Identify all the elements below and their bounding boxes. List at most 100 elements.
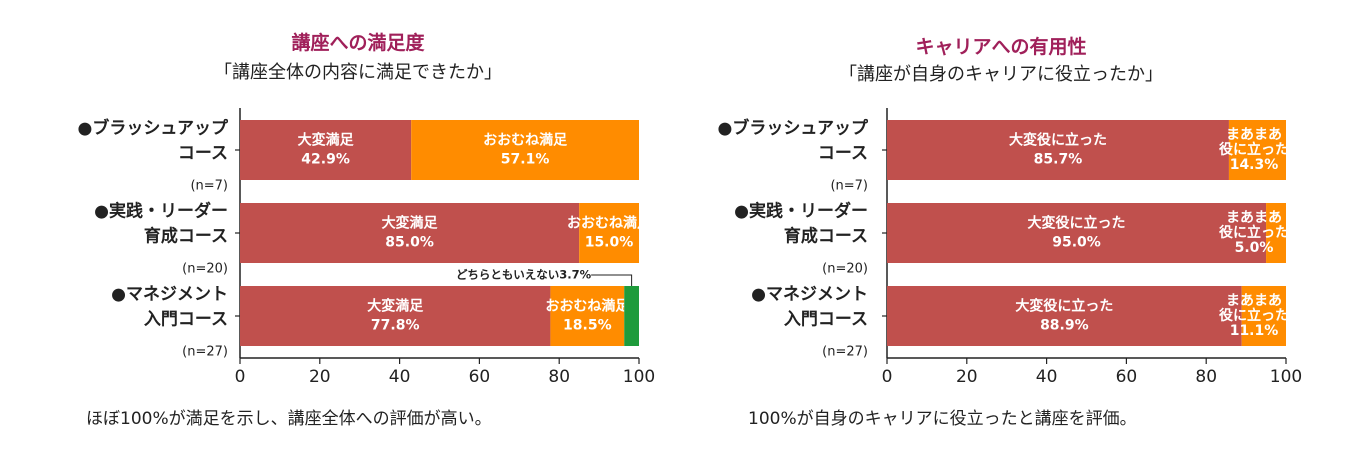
bar-data-label-line: 95.0% xyxy=(1052,235,1101,251)
category-label-line: ●実践・リーダー xyxy=(734,201,868,222)
bar-data-label: まあまあ役に立った 11.1% xyxy=(1219,293,1289,339)
category-label: ●マネジメント入門コース xyxy=(111,285,228,330)
bar-data-label-line: 85.0% xyxy=(385,235,434,251)
bar-data-label-line: おおむね満足 xyxy=(545,298,630,315)
bar-segment xyxy=(887,120,1229,180)
bar-data-label: 大変役に立った 85.7% xyxy=(1009,132,1107,168)
bar-data-label-line: 14.3% xyxy=(1230,157,1279,173)
bar-data-label-line: 57.1% xyxy=(501,152,550,168)
bar-segment xyxy=(1266,203,1286,263)
chart-subtitle: 「講座全体の内容に満足できたか」 xyxy=(214,62,502,83)
bar-data-label-line: 大変満足 xyxy=(382,215,439,232)
x-tick-label: 20 xyxy=(956,367,978,387)
bar-data-label-line: 42.9% xyxy=(301,152,350,168)
bar-data-label-line: 11.1% xyxy=(1230,323,1279,339)
category-n-label: (n=20) xyxy=(182,262,228,277)
bar-segment xyxy=(887,286,1242,346)
bar-segment xyxy=(579,203,639,263)
bar-data-label: 大変満足 77.8% xyxy=(367,298,424,334)
bar-data-label: おおむね満足 57.1% xyxy=(483,132,568,168)
bar-data-label: 大変満足 42.9% xyxy=(298,132,355,168)
bar-segment xyxy=(1228,120,1286,180)
chart-title: 講座への満足度 xyxy=(291,32,425,54)
x-tick-label: 80 xyxy=(1195,367,1217,387)
category-label-line: コース xyxy=(818,144,868,164)
category-label-line: 入門コース xyxy=(144,310,228,330)
bar-data-label-line: 85.7% xyxy=(1034,152,1083,168)
bar-data-label: 大変満足 85.0% xyxy=(382,215,439,251)
chart-caption: ほぼ100%が満足を示し、講座全体への評価が高い。 xyxy=(86,409,492,429)
bar-data-label-line: まあまあ xyxy=(1226,127,1282,143)
career-usefulness-chart: 0 20 40 60 80 100 ●ブラッシュアップコース (n=7) 大変役に立った 85.7… xyxy=(718,108,1302,387)
x-tick-label: 0 xyxy=(882,367,893,387)
x-tick-label: 0 xyxy=(235,367,246,387)
category-n-label: (n=7) xyxy=(190,179,228,194)
bar-segment xyxy=(411,120,639,180)
x-tick-label: 40 xyxy=(389,367,411,387)
annotation-label: どちらともいえない3.7% xyxy=(456,268,592,282)
bar-data-label-line: 大変満足 xyxy=(298,132,355,149)
bar-data-label-line: 役に立った xyxy=(1219,224,1289,241)
bar-data-label-line: 大変役に立った xyxy=(1028,215,1126,232)
bar-data-label-line: 77.8% xyxy=(371,318,420,334)
bar-segment xyxy=(240,203,580,263)
category-label-line: コース xyxy=(178,144,228,164)
chart-subtitle: 「講座が自身のキャリアに役立ったか」 xyxy=(839,64,1163,85)
category-label-line: ●マネジメント xyxy=(111,285,228,305)
category-label-line: 育成コース xyxy=(784,226,868,247)
bar-data-label-line: 役に立った xyxy=(1219,141,1289,158)
category-label-line: ●実践・リーダー xyxy=(94,201,228,222)
bar-segment xyxy=(624,286,639,346)
bar-data-label-line: 役に立った xyxy=(1219,307,1289,324)
bar-data-label-line: 大変役に立った xyxy=(1015,298,1113,315)
bar-data-label: まあまあ役に立った 14.3% xyxy=(1219,127,1289,173)
chart-title: キャリアへの有用性 xyxy=(915,36,1087,58)
bar-data-label: おおむね満足 15.0% xyxy=(567,215,652,251)
category-label: ●ブラッシュアップコース xyxy=(78,118,229,164)
chart-caption: 100%が自身のキャリアに役立ったと講座を評価。 xyxy=(748,409,1137,429)
category-n-label: (n=20) xyxy=(822,262,868,277)
bar-data-label-line: まあまあ xyxy=(1226,210,1282,226)
category-label: ●実践・リーダー育成コース xyxy=(94,201,228,247)
x-tick-label: 80 xyxy=(548,367,570,387)
bar-data-label-line: まあまあ xyxy=(1226,293,1282,309)
bar-data-label-line: 大変役に立った xyxy=(1009,132,1107,149)
satisfaction-panel: 講座への満足度 「講座全体の内容に満足できたか」 0 20 40 60 80 100 ●ブラ… xyxy=(0,0,675,451)
bar-data-label-line: 5.0% xyxy=(1235,240,1274,256)
annotation-leader-line xyxy=(591,274,633,286)
category-label-line: ●ブラッシュアップ xyxy=(718,118,869,139)
x-tick-label: 40 xyxy=(1036,367,1058,387)
bar-data-label-line: 88.9% xyxy=(1040,318,1089,334)
bar-data-label: まあまあ役に立った 5.0% xyxy=(1219,210,1289,256)
satisfaction-chart: 0 20 40 60 80 100 ●ブラッシュアップコース (n=7) 大変満足 42.9% おお… xyxy=(78,108,655,387)
category-label: ●マネジメント入門コース xyxy=(751,285,868,330)
bar-data-label: おおむね満足 18.5% xyxy=(545,298,630,334)
bar-data-label-line: おおむね満足 xyxy=(483,132,568,149)
career-usefulness-panel: キャリアへの有用性 「講座が自身のキャリアに役立ったか」 0 20 40 60 80 10… xyxy=(675,0,1351,451)
bar-segment xyxy=(1241,286,1286,346)
category-label-line: 育成コース xyxy=(144,226,228,247)
x-tick-label: 20 xyxy=(309,367,331,387)
category-label-line: ●マネジメント xyxy=(751,285,868,305)
category-label: ●ブラッシュアップコース xyxy=(718,118,869,164)
category-label-line: ●ブラッシュアップ xyxy=(78,118,229,139)
bar-data-label: 大変役に立った 88.9% xyxy=(1015,298,1113,334)
bar-data-label-line: おおむね満足 xyxy=(567,215,652,232)
bar-segment xyxy=(240,120,412,180)
x-tick-label: 60 xyxy=(469,367,491,387)
category-label: ●実践・リーダー育成コース xyxy=(734,201,868,247)
bar-segment xyxy=(550,286,625,346)
bar-segment xyxy=(887,203,1267,263)
category-label-line: 入門コース xyxy=(784,310,868,330)
bar-segment xyxy=(240,286,551,346)
x-tick-label: 100 xyxy=(1270,367,1302,387)
x-tick-label: 60 xyxy=(1116,367,1138,387)
category-n-label: (n=27) xyxy=(182,345,228,360)
category-n-label: (n=27) xyxy=(822,345,868,360)
x-tick-label: 100 xyxy=(623,367,655,387)
bar-data-label: 大変役に立った 95.0% xyxy=(1028,215,1126,251)
category-n-label: (n=7) xyxy=(830,179,868,194)
bar-data-label-line: 大変満足 xyxy=(367,298,424,315)
bar-data-label-line: 18.5% xyxy=(563,318,612,334)
bar-data-label-line: 15.0% xyxy=(585,235,634,251)
